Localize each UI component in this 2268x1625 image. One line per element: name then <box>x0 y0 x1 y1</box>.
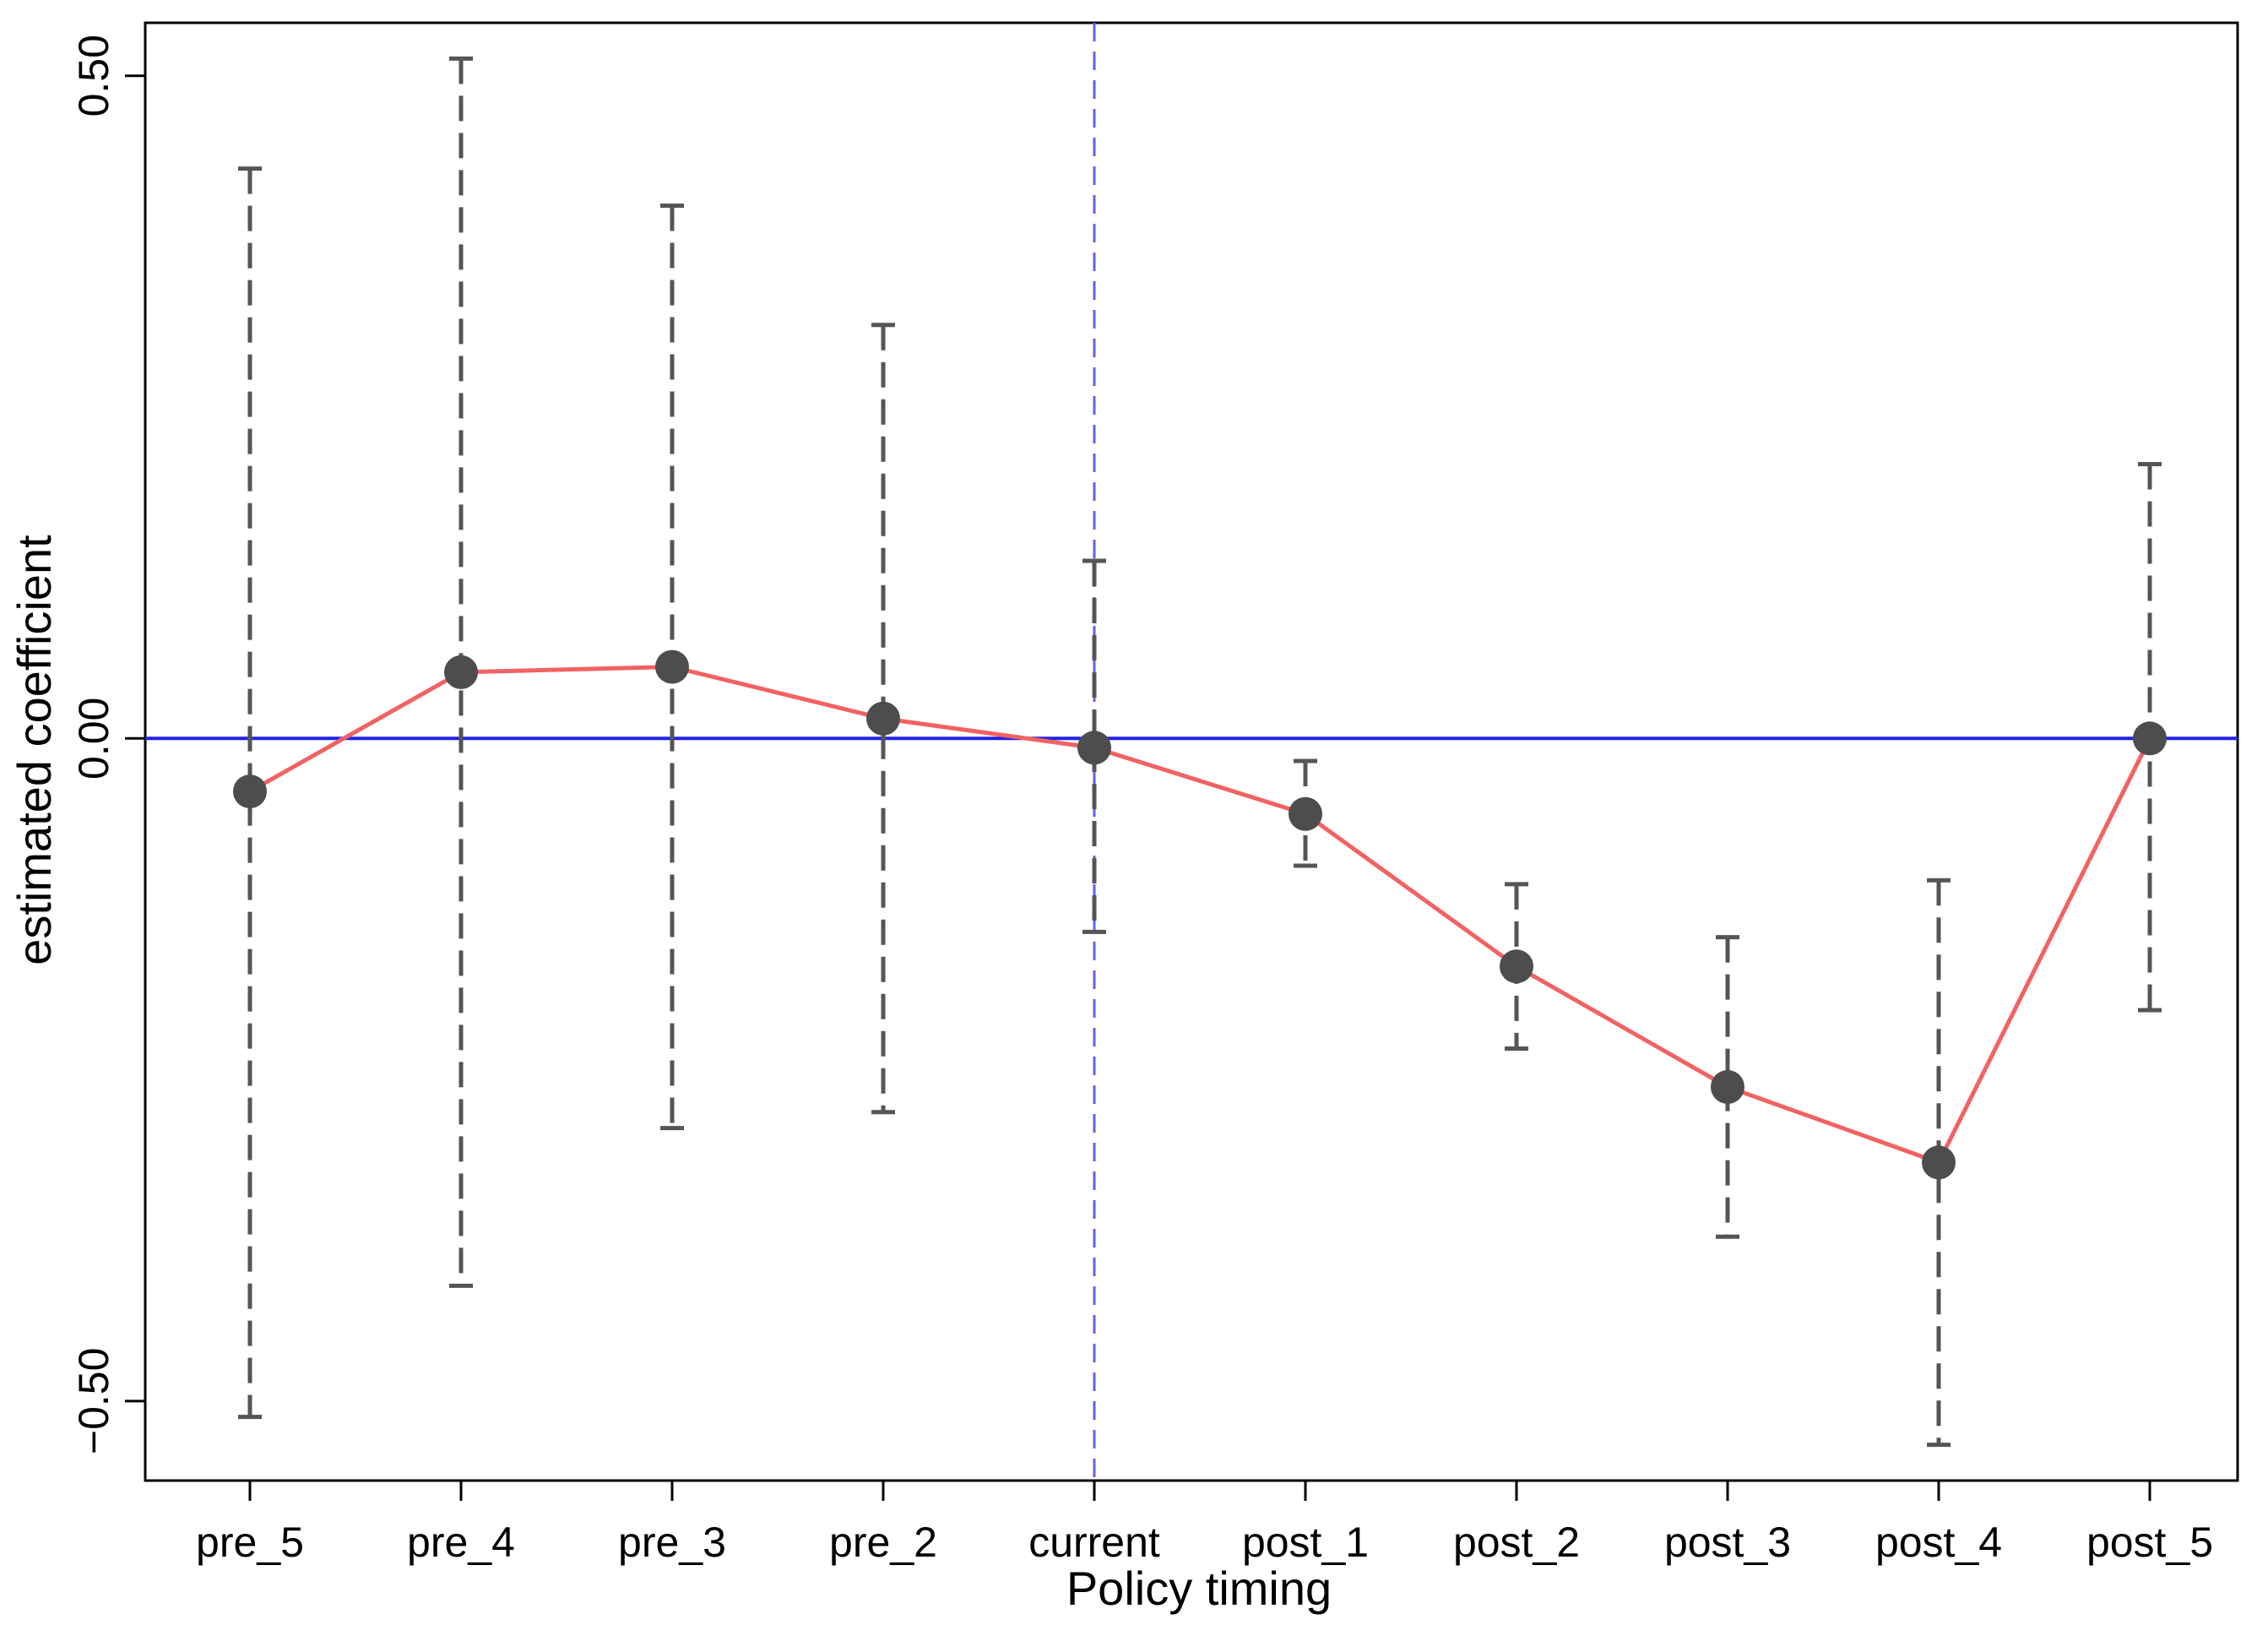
x-tick-label-pre_5: pre_5 <box>196 1519 304 1566</box>
point-pre_2 <box>866 701 900 736</box>
y-axis-title: estimated coefficient <box>8 535 61 965</box>
point-post_5 <box>2133 721 2167 756</box>
y-tick-label: −0.50 <box>70 1348 117 1455</box>
x-axis: pre_5 pre_4 pre_3 pre_2 current post_1 post_2 p… <box>196 1481 2213 1566</box>
point-post_2 <box>1500 949 1533 984</box>
x-tick-label-pre_3: pre_3 <box>618 1519 726 1566</box>
point-post_3 <box>1711 1069 1744 1104</box>
x-tick-label-pre_2: pre_2 <box>829 1519 937 1566</box>
plot-frame <box>144 21 2239 1482</box>
x-tick-label-post_4: post_4 <box>1875 1519 2002 1566</box>
x-tick-label-post_2: post_2 <box>1453 1519 1580 1566</box>
x-tick-label-current: current <box>1028 1519 1160 1566</box>
x-tick-label-post_5: post_5 <box>2086 1519 2213 1566</box>
y-tick-label: 0.00 <box>70 698 117 780</box>
coefficient-line <box>248 665 2152 1166</box>
point-pre_4 <box>444 655 478 689</box>
point-pre_5 <box>233 774 267 809</box>
error-bars <box>238 56 2162 1448</box>
x-tick-label-post_1: post_1 <box>1242 1519 1369 1566</box>
point-pre_3 <box>655 649 689 684</box>
point-post_4 <box>1922 1145 1956 1180</box>
x-axis-title: Policy timing <box>1066 1562 1332 1615</box>
coefficient-points <box>233 649 2167 1180</box>
x-tick-label-pre_4: pre_4 <box>407 1519 515 1566</box>
y-tick-label: 0.50 <box>70 35 117 117</box>
x-tick-label-post_3: post_3 <box>1664 1519 1791 1566</box>
y-axis: −0.50 0.00 0.50 <box>70 35 145 1454</box>
point-current <box>1077 731 1111 765</box>
point-post_1 <box>1289 796 1322 831</box>
